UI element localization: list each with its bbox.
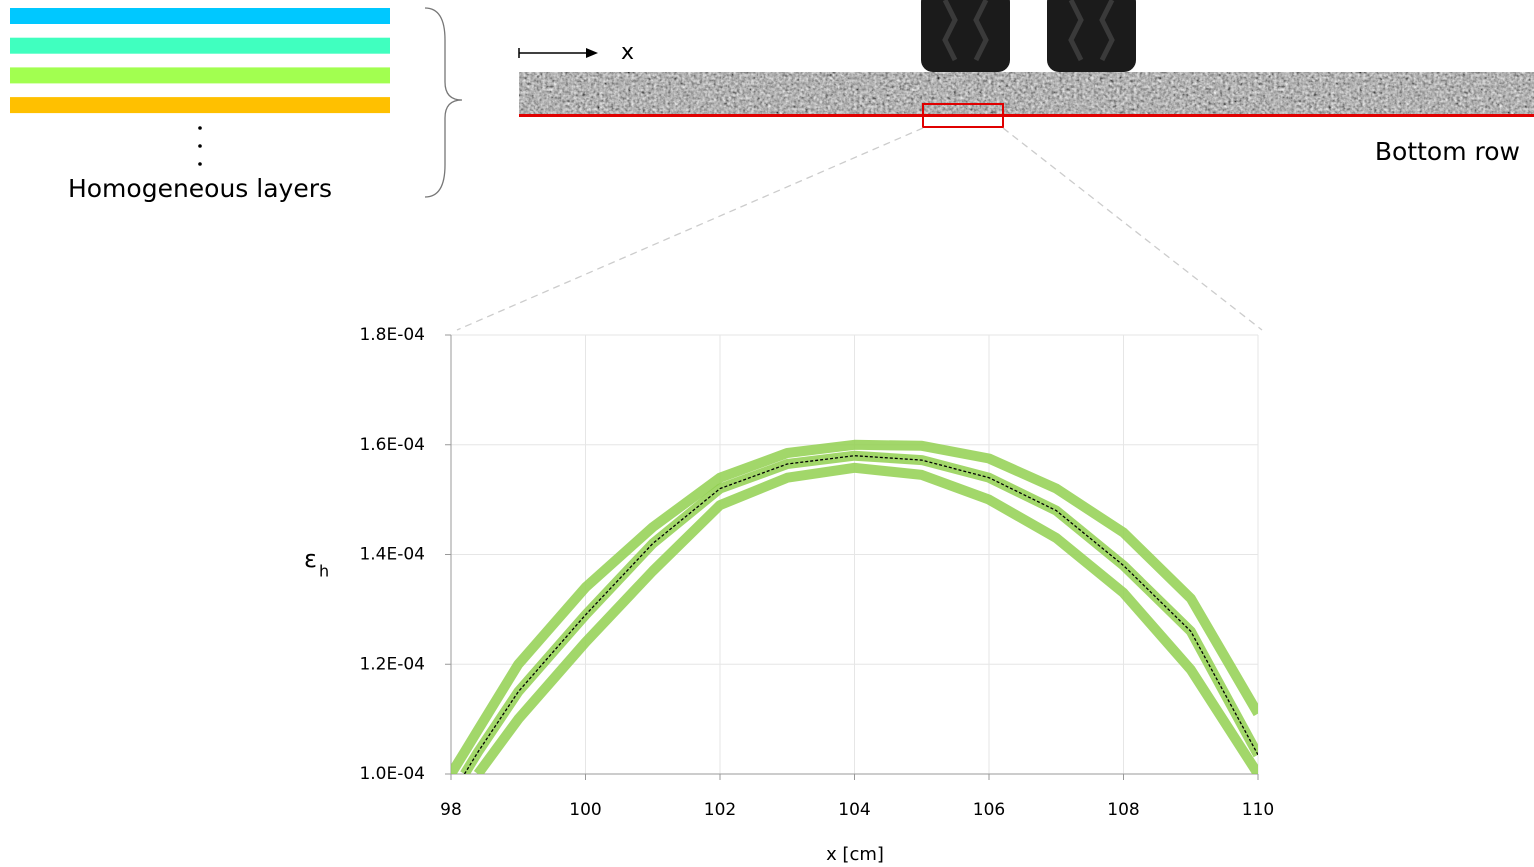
y-tick-label: 1.2E-04 <box>359 654 425 674</box>
x-arrow <box>518 48 598 58</box>
y-axis-label: ε <box>304 545 317 573</box>
y-tick-label: 1.8E-04 <box>359 325 425 345</box>
tires <box>921 0 1136 72</box>
x-tick-label: 108 <box>1107 800 1139 820</box>
layer <box>10 97 390 114</box>
bottom-label: Bottom row <box>1375 137 1520 166</box>
x-tick-label: 106 <box>973 800 1005 820</box>
sample-line <box>473 462 1258 774</box>
chart: 1.0E-04 1.2E-04 1.4E-04 1.6E-04 1.8E-04 98 100… <box>359 325 1274 820</box>
brace <box>424 7 463 198</box>
y-tick-label: 1.4E-04 <box>359 545 425 565</box>
asphalt <box>519 72 1534 115</box>
sample-line <box>451 439 1258 774</box>
layer <box>10 67 390 84</box>
x-tick-label: 98 <box>440 800 462 820</box>
x-tick-label: 104 <box>838 800 870 820</box>
x-axis-label: x [cm] <box>826 844 884 865</box>
layer <box>10 37 390 54</box>
layers <box>10 8 390 114</box>
plot-area <box>451 439 1258 774</box>
x-tick-label: 102 <box>704 800 736 820</box>
y-tick-label: 1.0E-04 <box>359 764 425 784</box>
dots <box>198 126 202 166</box>
mean-line <box>463 455 1258 774</box>
x-tick-label: 100 <box>569 800 601 820</box>
y-axis-subscript: h <box>319 562 329 581</box>
layer <box>10 8 390 24</box>
zoom-box <box>922 103 1004 128</box>
layers-label: Homogeneous layers <box>68 174 332 203</box>
y-tick-label: 1.6E-04 <box>359 435 425 455</box>
axis-label: x <box>621 40 634 65</box>
zoom-lines <box>456 127 1263 331</box>
x-tick-label: 110 <box>1242 800 1274 820</box>
